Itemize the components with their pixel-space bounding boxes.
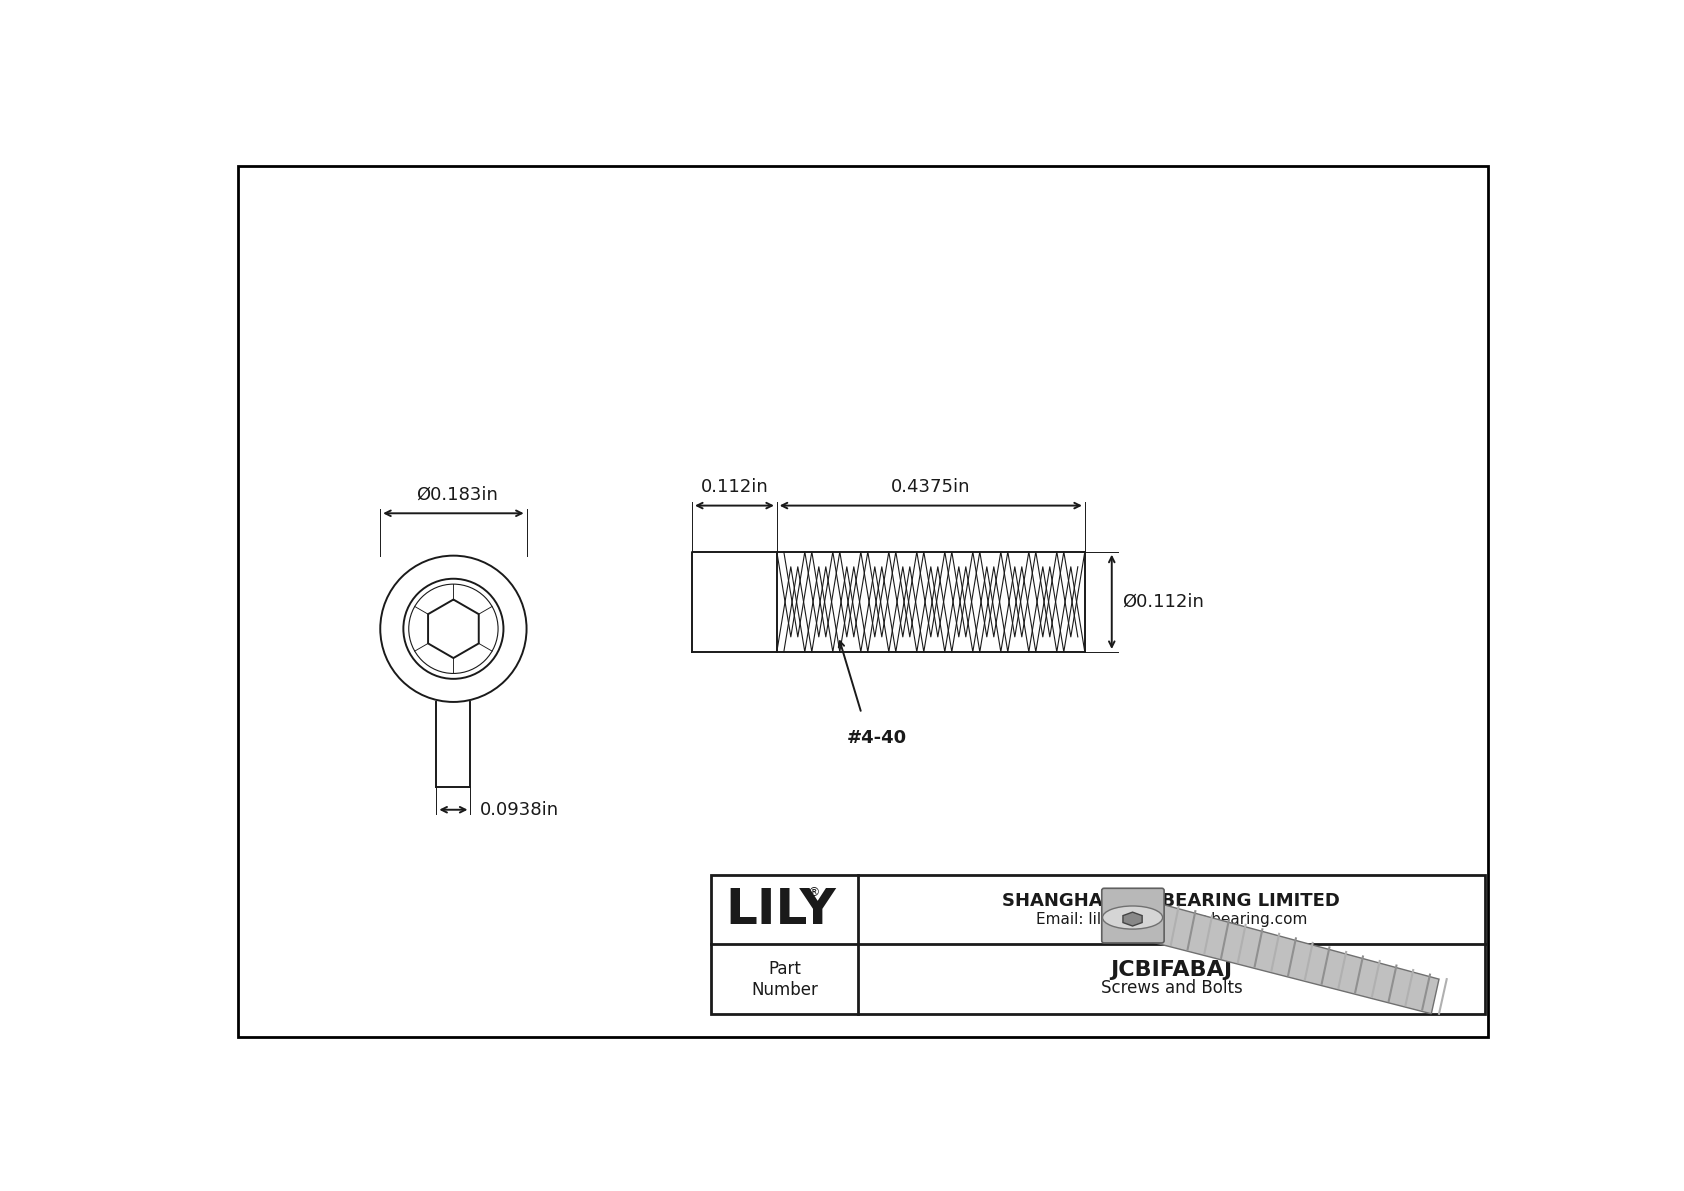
Text: Email: lilybearing@lily-bearing.com: Email: lilybearing@lily-bearing.com bbox=[1036, 911, 1307, 927]
Text: LILY: LILY bbox=[726, 886, 835, 934]
Text: Ø0.183in: Ø0.183in bbox=[416, 486, 498, 504]
FancyBboxPatch shape bbox=[1101, 888, 1164, 943]
Text: Screws and Bolts: Screws and Bolts bbox=[1101, 979, 1243, 997]
Text: 0.0938in: 0.0938in bbox=[480, 800, 559, 818]
Polygon shape bbox=[1123, 912, 1142, 927]
Text: SHANGHAI LILY BEARING LIMITED: SHANGHAI LILY BEARING LIMITED bbox=[1002, 892, 1340, 910]
Text: #4-40: #4-40 bbox=[847, 729, 908, 747]
Text: Part
Number: Part Number bbox=[751, 960, 818, 998]
Text: Ø0.112in: Ø0.112in bbox=[1123, 593, 1204, 611]
Text: JCBIFABAJ: JCBIFABAJ bbox=[1110, 960, 1233, 980]
Text: 0.4375in: 0.4375in bbox=[891, 479, 970, 497]
Ellipse shape bbox=[1103, 906, 1162, 929]
Text: 0.112in: 0.112in bbox=[701, 479, 768, 497]
Polygon shape bbox=[1147, 902, 1440, 1014]
Bar bbox=[711, 875, 1485, 1014]
Text: ®: ® bbox=[808, 886, 820, 899]
